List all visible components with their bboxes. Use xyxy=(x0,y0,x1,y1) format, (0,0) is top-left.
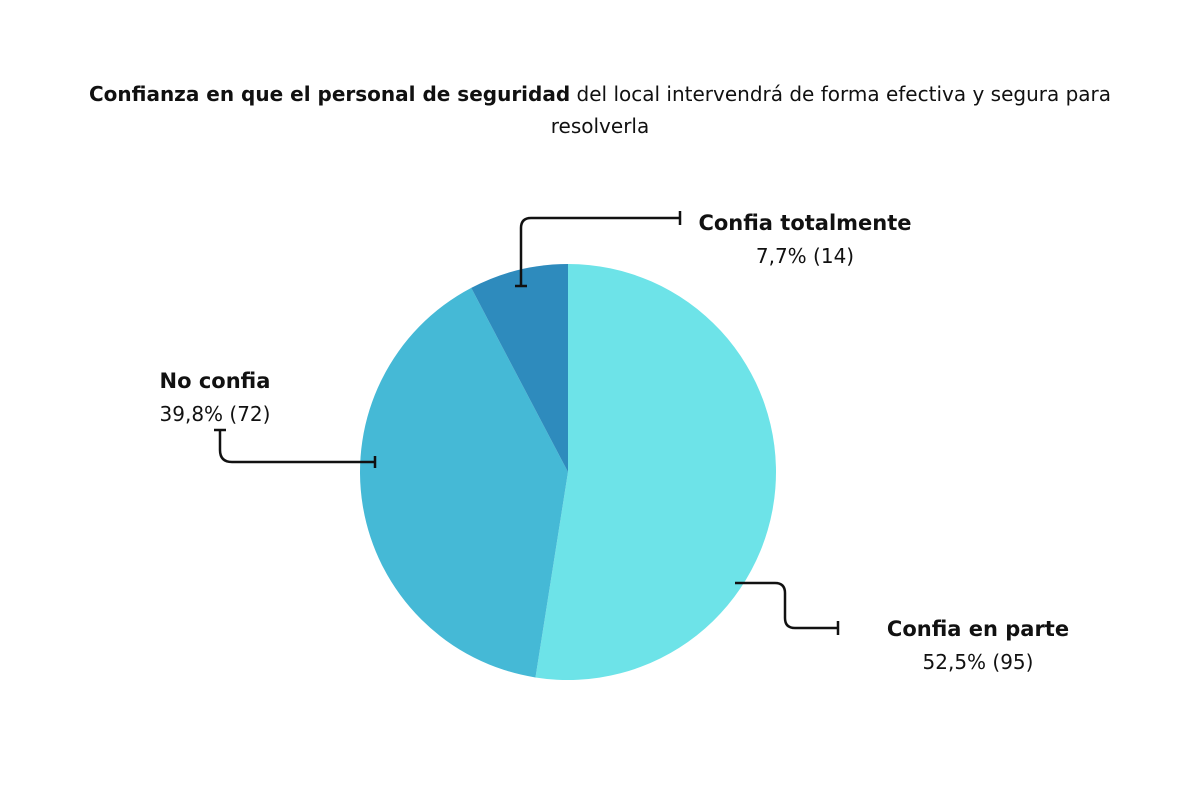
pie-slice xyxy=(471,264,568,472)
slice-name: No confia xyxy=(160,369,271,393)
title-rest: del local intervendrá de forma efectiva … xyxy=(550,82,1112,138)
labels: Confia en parte 52,5% (95) No confia 39,8% … xyxy=(160,211,1070,674)
title-bold: Confianza en que el personal de segurida… xyxy=(88,82,571,106)
slice-value: 52,5% (95) xyxy=(923,650,1034,674)
leader-line xyxy=(735,581,840,635)
pie-slice xyxy=(359,287,568,678)
slice-name: Confia totalmente xyxy=(698,211,911,235)
leader-line xyxy=(214,428,377,468)
leader-line xyxy=(515,211,682,288)
pie-slice xyxy=(535,264,777,681)
chart-title: Confianza en que el personal de segurida… xyxy=(50,78,1150,142)
pie xyxy=(359,264,777,681)
slice-name: Confia en parte xyxy=(887,617,1069,641)
slice-value: 7,7% (14) xyxy=(756,244,854,268)
slice-value: 39,8% (72) xyxy=(160,402,271,426)
